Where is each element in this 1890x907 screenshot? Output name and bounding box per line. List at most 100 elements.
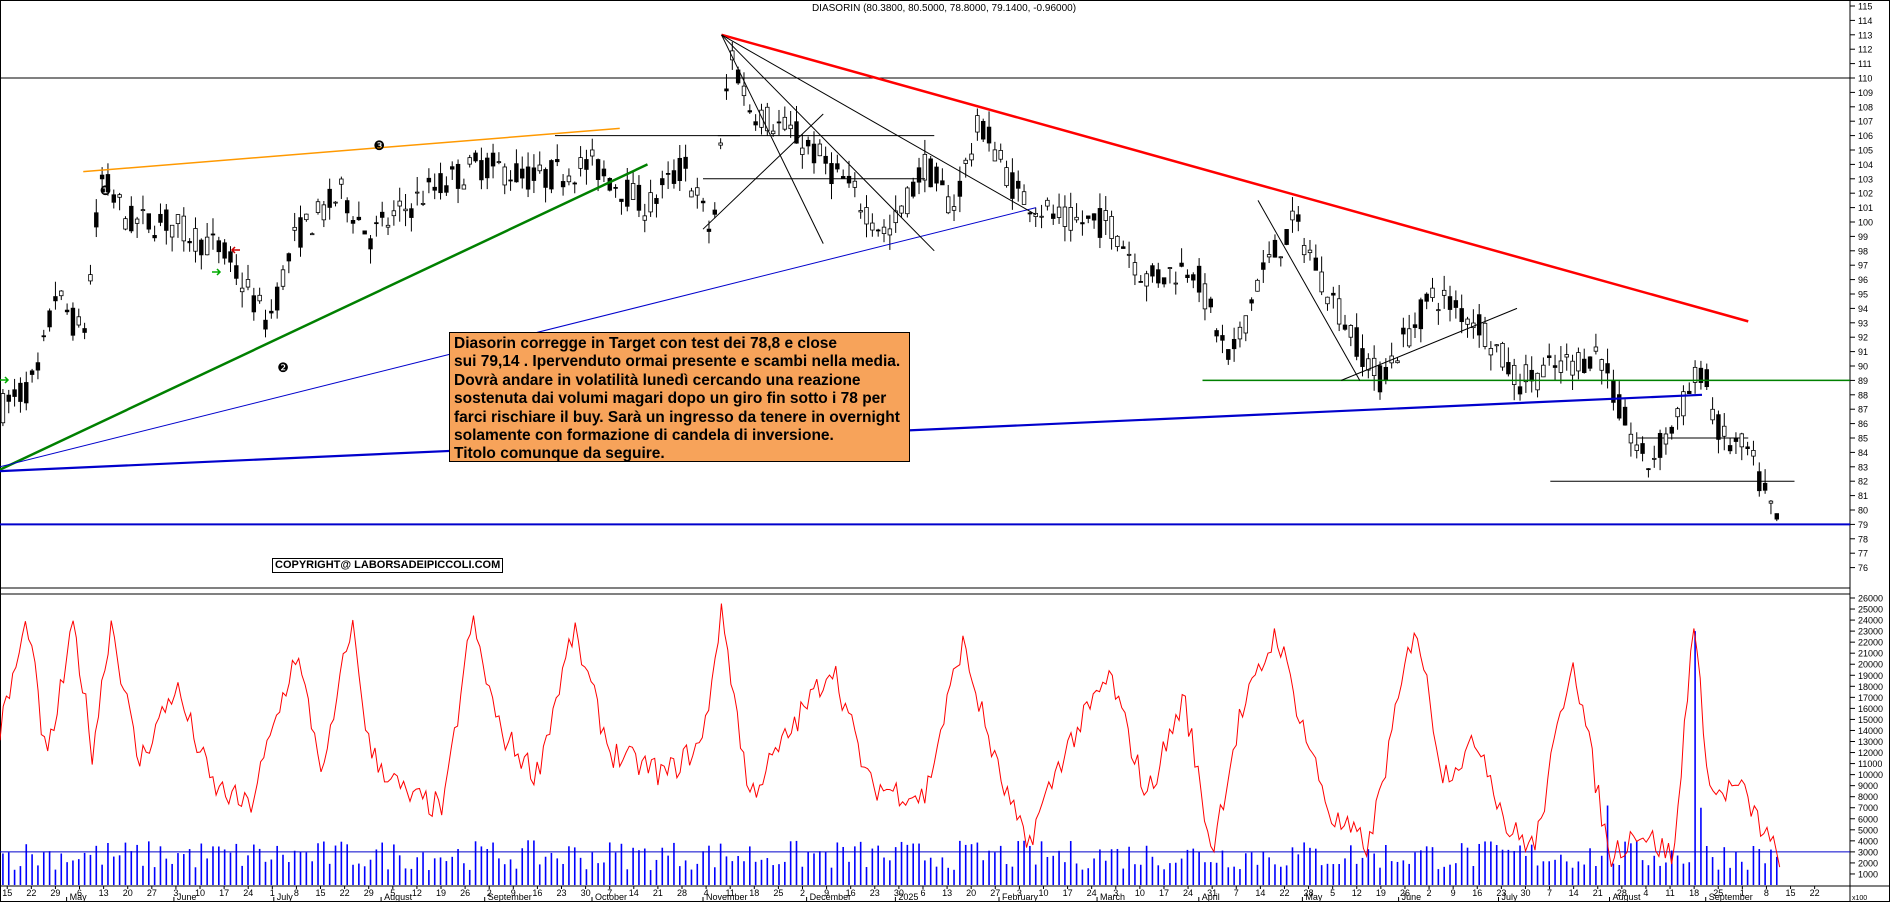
- x-tick-label: 30: [894, 888, 904, 898]
- candle: [1062, 206, 1068, 227]
- candle: [473, 152, 478, 162]
- candle: [1617, 394, 1622, 419]
- candle: [1634, 444, 1639, 451]
- volume-bar: [1081, 869, 1084, 885]
- volume-bar: [865, 867, 868, 885]
- y-tick-label: 14000: [1858, 726, 1883, 736]
- candle: [1774, 513, 1779, 520]
- volume-bar: [877, 845, 879, 885]
- pattern-line: [1257, 200, 1361, 381]
- candle: [438, 173, 443, 194]
- candle: [922, 153, 928, 181]
- volume-bar: [1040, 841, 1043, 885]
- volume-bar: [1280, 866, 1282, 885]
- candle: [969, 153, 974, 161]
- candle: [566, 175, 572, 183]
- candle: [1091, 213, 1097, 221]
- month-label: June: [1402, 892, 1422, 902]
- y-tick-label: 11000: [1858, 759, 1882, 769]
- month-label: December: [810, 892, 852, 902]
- candle: [590, 149, 595, 157]
- x-tick-label: 19: [436, 888, 446, 898]
- volume-bar: [655, 859, 658, 885]
- trendline: [721, 33, 1749, 323]
- x-tick-label: 6: [77, 888, 82, 898]
- volume-bar: [1443, 866, 1445, 885]
- candle: [1080, 222, 1085, 225]
- candle: [1628, 433, 1634, 444]
- x-tick-label: 27: [147, 888, 157, 898]
- volume-bar: [194, 867, 197, 885]
- volume-bar: [393, 844, 395, 885]
- volume-bar: [702, 851, 704, 885]
- volume-bar: [31, 854, 33, 885]
- volume-bar: [1087, 868, 1090, 885]
- candle: [362, 230, 367, 235]
- volume-bar: [1554, 859, 1556, 885]
- candle: [1231, 338, 1237, 350]
- volume-bar: [696, 863, 699, 885]
- note-line: Diasorin corregge in Target con test dei…: [454, 335, 838, 352]
- volume-bar: [579, 857, 582, 885]
- volume-bar: [1589, 848, 1591, 885]
- candle: [1056, 206, 1062, 218]
- volume-bar: [749, 846, 751, 885]
- y-tick-label: 19000: [1858, 671, 1883, 681]
- volume-y-axis: 1000200030004000500060007000800090001000…: [1850, 594, 1883, 879]
- volume-bar: [1326, 863, 1329, 885]
- candle: [169, 224, 175, 238]
- volume-bar: [638, 850, 640, 885]
- y-tick-label: 23000: [1858, 627, 1883, 637]
- candle: [572, 182, 577, 185]
- candle: [199, 239, 204, 256]
- volume-bar: [480, 846, 483, 885]
- volume-bar: [1431, 847, 1434, 885]
- x-tick-label: 22: [26, 888, 36, 898]
- volume-bar: [743, 861, 745, 885]
- volume-bar: [959, 840, 961, 885]
- x-tick-label: 8: [294, 888, 299, 898]
- candle: [1377, 365, 1383, 393]
- volume-bar: [1215, 862, 1218, 885]
- volume-bar: [515, 868, 518, 885]
- volume-bar: [573, 847, 576, 885]
- volume-bar: [1075, 863, 1078, 885]
- x-tick-label: 7: [1547, 888, 1552, 898]
- volume-bar: [1676, 855, 1679, 885]
- candle: [630, 183, 636, 200]
- volume-bar: [1548, 861, 1551, 885]
- candle: [1739, 433, 1744, 448]
- candle: [1021, 191, 1027, 205]
- candle: [992, 149, 998, 162]
- candle: [146, 213, 151, 230]
- volume-bar: [819, 851, 821, 885]
- candle: [1482, 322, 1488, 347]
- y-tick-label: 114: [1858, 16, 1872, 26]
- volume-bar: [72, 860, 74, 885]
- volume-bar: [1139, 864, 1142, 885]
- volume-bar: [19, 866, 22, 885]
- candle: [379, 211, 385, 218]
- volume-bar: [982, 860, 985, 885]
- candle: [875, 229, 881, 232]
- candle: [1272, 239, 1278, 258]
- volume-bar: [889, 860, 891, 885]
- pattern-line: [721, 34, 935, 252]
- candle: [1698, 367, 1704, 383]
- y-tick-label: 110: [1858, 74, 1872, 84]
- candle: [747, 110, 753, 113]
- candle: [1348, 325, 1354, 338]
- volume-bar: [463, 863, 465, 885]
- candle: [835, 163, 840, 170]
- volume-bar: [1332, 864, 1335, 885]
- candle: [765, 106, 770, 132]
- volume-bar: [894, 847, 897, 885]
- volume-bar: [25, 844, 28, 885]
- candle: [1722, 425, 1727, 437]
- candle: [700, 200, 706, 204]
- volume-bar: [1320, 865, 1323, 885]
- x-tick-label: 22: [1279, 888, 1289, 898]
- candle: [1762, 482, 1768, 491]
- candle: [1418, 299, 1424, 330]
- volume-bar: [1180, 858, 1183, 885]
